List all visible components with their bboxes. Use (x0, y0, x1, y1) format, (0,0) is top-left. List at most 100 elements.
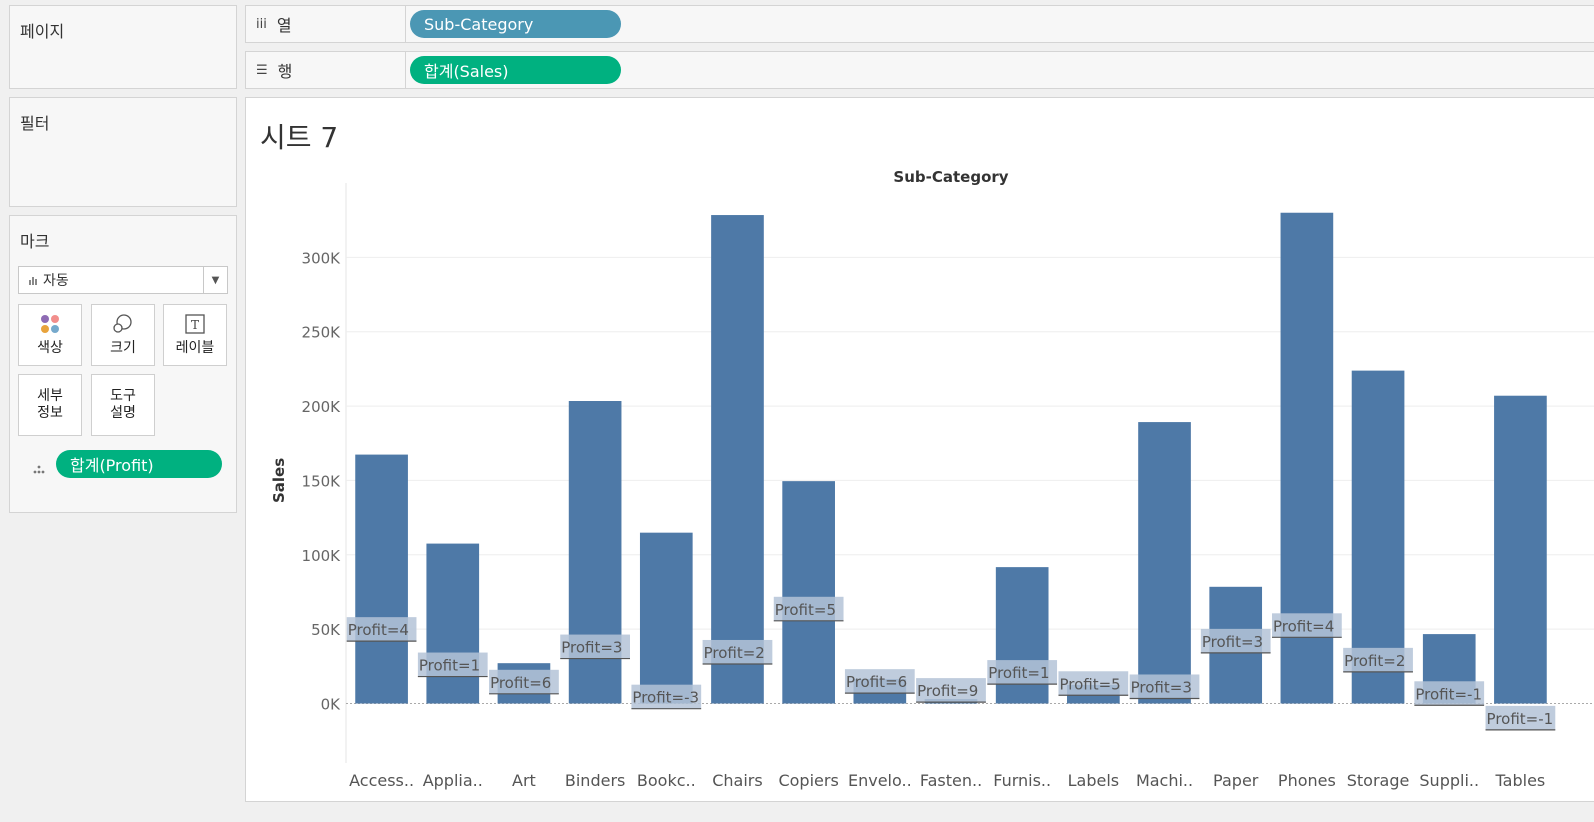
profit-label-bg (346, 617, 417, 642)
bar (426, 543, 480, 704)
bar (782, 481, 835, 704)
chart-title: Sub-Category (893, 168, 1008, 186)
sales-pill[interactable]: 합계(Sales) (410, 56, 621, 84)
x-tick-label: Storage (1347, 771, 1410, 790)
profit-label-bg (1200, 628, 1271, 653)
data-label: Profit=-1 (1415, 685, 1482, 703)
y-tick-label: 50K (311, 621, 341, 639)
profit-label-bg (916, 678, 986, 703)
profit-detail-pill[interactable]: 합계(Profit) (56, 450, 222, 478)
profit-label-bg (1272, 613, 1342, 638)
detail-button[interactable]: 세부 정보 (18, 374, 82, 436)
x-tick-label: Paper (1213, 771, 1259, 790)
y-tick-label: 0K (321, 696, 342, 714)
mark-type-value: 자동 (43, 273, 69, 289)
bar (355, 454, 408, 704)
x-tick-label: Chairs (712, 771, 762, 790)
x-tick-label: Furnis.. (993, 771, 1051, 790)
size-icon (111, 312, 135, 336)
data-label: Profit=1 (988, 664, 1049, 682)
label-button[interactable]: T 레이블 (163, 304, 227, 366)
data-label: Profit=-1 (1487, 710, 1554, 728)
x-tick-label: Copiers (778, 771, 838, 790)
profit-label-bg (631, 684, 702, 709)
y-tick-label: 300K (302, 249, 342, 267)
rows-icon: ☰ (256, 62, 268, 78)
data-label: Profit=6 (846, 673, 907, 691)
data-label: Profit=2 (1344, 652, 1405, 670)
data-label: Profit=5 (1059, 675, 1120, 693)
data-label: Profit=5 (775, 601, 836, 619)
bar (639, 532, 693, 704)
bar-chart-icon (29, 275, 37, 285)
columns-shelf[interactable]: iii 열 Sub-Category (245, 5, 1594, 43)
color-label: 색상 (37, 340, 63, 357)
profit-label-bg (1485, 705, 1556, 730)
profit-label-bg (987, 660, 1058, 685)
mark-type-dropdown[interactable]: 자동 ▼ (18, 266, 228, 294)
columns-icon: iii (256, 16, 267, 32)
x-tick-label: Applia.. (423, 771, 483, 790)
data-label: Profit=1 (419, 657, 480, 675)
y-tick-label: 250K (302, 324, 342, 342)
y-tick-label: 100K (302, 547, 342, 565)
bar (1138, 422, 1191, 704)
x-tick-label: Suppli.. (1419, 771, 1479, 790)
filters-panel[interactable]: 필터 (9, 97, 237, 207)
x-tick-label: Art (512, 771, 536, 790)
profit-label-bg (489, 669, 559, 694)
x-tick-label: Tables (1495, 771, 1546, 790)
y-tick-label: 200K (302, 398, 342, 416)
x-tick-label: Labels (1068, 771, 1120, 790)
size-label: 크기 (110, 340, 136, 357)
pages-title: 페이지 (20, 22, 65, 41)
text-label-icon: T (184, 312, 206, 336)
profit-label-bg (844, 669, 915, 694)
rows-shelf-label: 행 (277, 62, 293, 81)
svg-text:T: T (191, 318, 199, 332)
data-label: Profit=3 (1131, 678, 1192, 696)
profit-label-bg (417, 652, 488, 677)
data-label: Profit=3 (1202, 633, 1263, 651)
data-label: Profit=6 (490, 674, 551, 692)
tooltip-label: 도구 설명 (110, 387, 136, 422)
columns-shelf-label: 열 (276, 16, 292, 35)
profit-label-bg (1058, 671, 1129, 696)
y-tick-label: 150K (302, 472, 342, 490)
detail-dots-icon (32, 460, 46, 479)
label-label: 레이블 (175, 340, 215, 357)
profit-label-bg (560, 634, 630, 659)
profit-label-bg (702, 639, 773, 664)
chevron-down-icon[interactable]: ▼ (203, 267, 227, 293)
x-tick-label: Envelo.. (848, 771, 912, 790)
bar-chart: Profit=4 Profit=1 Profit=6 Profit=3 Profit=-… (270, 168, 1594, 790)
x-tick-label: Phones (1278, 771, 1336, 790)
rows-shelf[interactable]: ☰ 행 합계(Sales) (245, 51, 1594, 89)
profit-label-bg (773, 596, 844, 621)
bar (711, 215, 764, 704)
size-button[interactable]: 크기 (91, 304, 155, 366)
data-label: Profit=4 (1273, 617, 1334, 635)
color-button[interactable]: 색상 (18, 304, 82, 366)
chart-view[interactable]: 시트 7 Profit=4 Profit=1 Profit=6 Profit=3 Pro… (245, 97, 1594, 802)
data-label: Profit=2 (704, 644, 765, 662)
data-label: Profit=4 (348, 621, 409, 639)
x-tick-label: Fasten.. (920, 771, 982, 790)
profit-label-bg (1343, 647, 1413, 672)
detail-label: 세부 정보 (37, 387, 63, 422)
marks-panel: 마크 자동 ▼ 색상 크기 T 레이블 (9, 215, 237, 513)
sub-category-pill[interactable]: Sub-Category (410, 10, 621, 38)
data-label: Profit=3 (561, 639, 622, 657)
x-tick-label: Access.. (349, 771, 414, 790)
rows-shelf-label-box: ☰ 행 (246, 52, 406, 88)
sheet-title: 시트 7 (260, 121, 339, 154)
color-icon (39, 312, 61, 336)
x-tick-label: Bookc.. (637, 771, 696, 790)
marks-title: 마크 (20, 232, 50, 251)
tooltip-button[interactable]: 도구 설명 (91, 374, 155, 436)
x-tick-label: Machi.. (1136, 771, 1193, 790)
pages-panel[interactable]: 페이지 (9, 5, 237, 89)
x-tick-label: Binders (565, 771, 625, 790)
bar (1494, 395, 1547, 704)
profit-label-bg (1129, 674, 1200, 699)
